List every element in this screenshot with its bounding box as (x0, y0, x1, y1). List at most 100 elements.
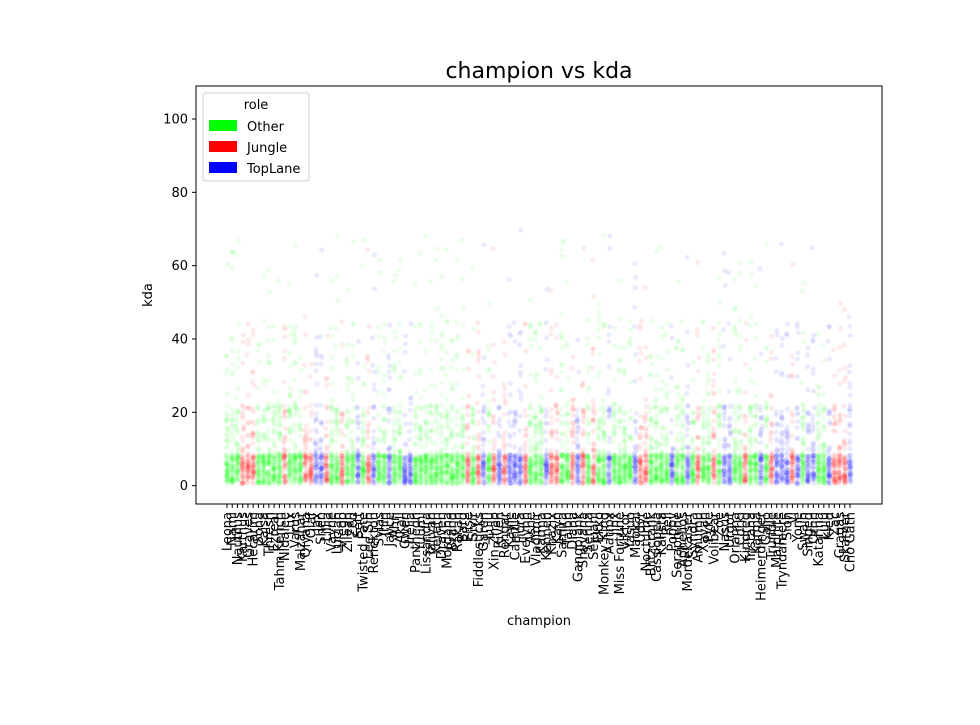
data-point (313, 402, 319, 408)
data-point (490, 342, 496, 348)
data-point (596, 314, 602, 321)
data-point (448, 364, 454, 371)
data-point (224, 437, 230, 443)
data-point (559, 253, 566, 259)
data-point (470, 351, 476, 357)
data-point (224, 443, 230, 450)
data-point (627, 415, 633, 422)
data-point (580, 419, 586, 425)
data-point (443, 474, 449, 480)
data-point (245, 473, 251, 479)
data-point (548, 430, 554, 437)
data-point (370, 474, 376, 480)
data-point (240, 480, 246, 486)
data-point (239, 446, 245, 452)
data-point (235, 467, 241, 473)
data-point (512, 338, 518, 344)
data-point (265, 338, 271, 344)
data-point (229, 457, 235, 463)
data-point (522, 320, 528, 327)
data-point (607, 245, 613, 251)
data-point (622, 445, 628, 451)
data-point (439, 471, 445, 477)
data-point (359, 455, 365, 461)
data-point (229, 455, 236, 462)
data-point (553, 322, 559, 328)
data-point (542, 414, 549, 420)
data-point (633, 274, 639, 281)
data-point (233, 426, 240, 432)
data-point (543, 438, 549, 444)
data-point (418, 394, 424, 400)
data-point (464, 467, 470, 473)
data-point (229, 464, 235, 470)
data-point (223, 452, 230, 458)
data-point (412, 407, 419, 413)
data-point (585, 342, 591, 348)
data-point (380, 453, 386, 459)
data-point (449, 417, 455, 424)
data-point (260, 459, 267, 465)
data-point (250, 455, 256, 461)
data-point (223, 418, 230, 424)
data-point (366, 323, 372, 329)
data-point (595, 448, 601, 454)
data-point (266, 267, 272, 273)
data-point (518, 362, 524, 368)
data-point (581, 412, 587, 419)
data-point (349, 444, 355, 451)
data-point (532, 447, 539, 453)
data-point (240, 473, 246, 479)
data-point (464, 475, 470, 482)
data-point (250, 369, 256, 375)
data-point (251, 383, 257, 389)
data-point (491, 437, 498, 443)
data-point (516, 448, 523, 455)
data-point (240, 477, 246, 484)
data-point (235, 459, 241, 465)
data-point (297, 475, 303, 482)
data-point (224, 459, 230, 465)
data-point (266, 358, 272, 364)
data-point (391, 278, 397, 284)
data-point (470, 461, 476, 467)
data-point (223, 453, 229, 460)
data-point (370, 362, 376, 368)
data-point (334, 408, 341, 414)
data-point (439, 392, 445, 398)
data-point (591, 428, 597, 434)
data-point (235, 460, 241, 466)
data-point (418, 481, 424, 487)
data-point (249, 429, 255, 435)
data-point (397, 402, 403, 409)
data-point (469, 404, 475, 411)
data-point (251, 474, 257, 480)
data-point (381, 480, 387, 486)
data-point (229, 473, 235, 479)
data-point (230, 478, 236, 484)
data-point (627, 470, 633, 476)
data-point (235, 321, 241, 327)
data-point (506, 276, 512, 283)
data-point (303, 331, 309, 338)
data-point (302, 427, 308, 433)
data-point (386, 369, 392, 375)
data-point (459, 237, 465, 243)
data-point (317, 334, 323, 340)
data-point (366, 420, 372, 426)
data-point (286, 428, 293, 434)
data-point (517, 413, 523, 419)
data-point (563, 433, 570, 439)
data-point (443, 396, 450, 402)
chart-title: champion vs kda (445, 59, 632, 84)
data-point (314, 272, 320, 278)
data-point (250, 456, 256, 462)
data-point (235, 477, 241, 483)
data-point (469, 264, 475, 270)
data-point (235, 469, 241, 475)
data-point (380, 474, 386, 480)
data-point (532, 415, 538, 421)
data-point (605, 470, 612, 476)
data-point (595, 373, 601, 379)
data-point (240, 458, 247, 465)
